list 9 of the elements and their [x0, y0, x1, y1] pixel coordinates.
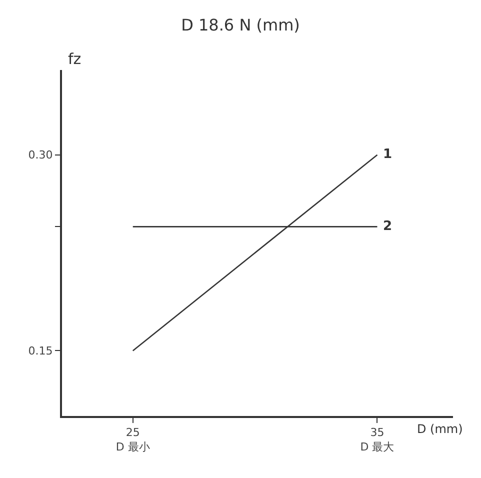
x-axis-title: D (mm)	[417, 422, 463, 436]
y-axis-title: fz	[68, 50, 82, 68]
x-tick-label: 35 D 最大	[360, 426, 394, 454]
y-tick-label: 0.30	[28, 148, 53, 162]
y-tick-label: 0.15	[28, 344, 53, 358]
chart-title: D 18.6 N (mm)	[181, 15, 300, 34]
series-label: 2	[383, 219, 392, 234]
x-tick-label: 25 D 最小	[116, 426, 150, 454]
series-label: 1	[383, 147, 392, 162]
